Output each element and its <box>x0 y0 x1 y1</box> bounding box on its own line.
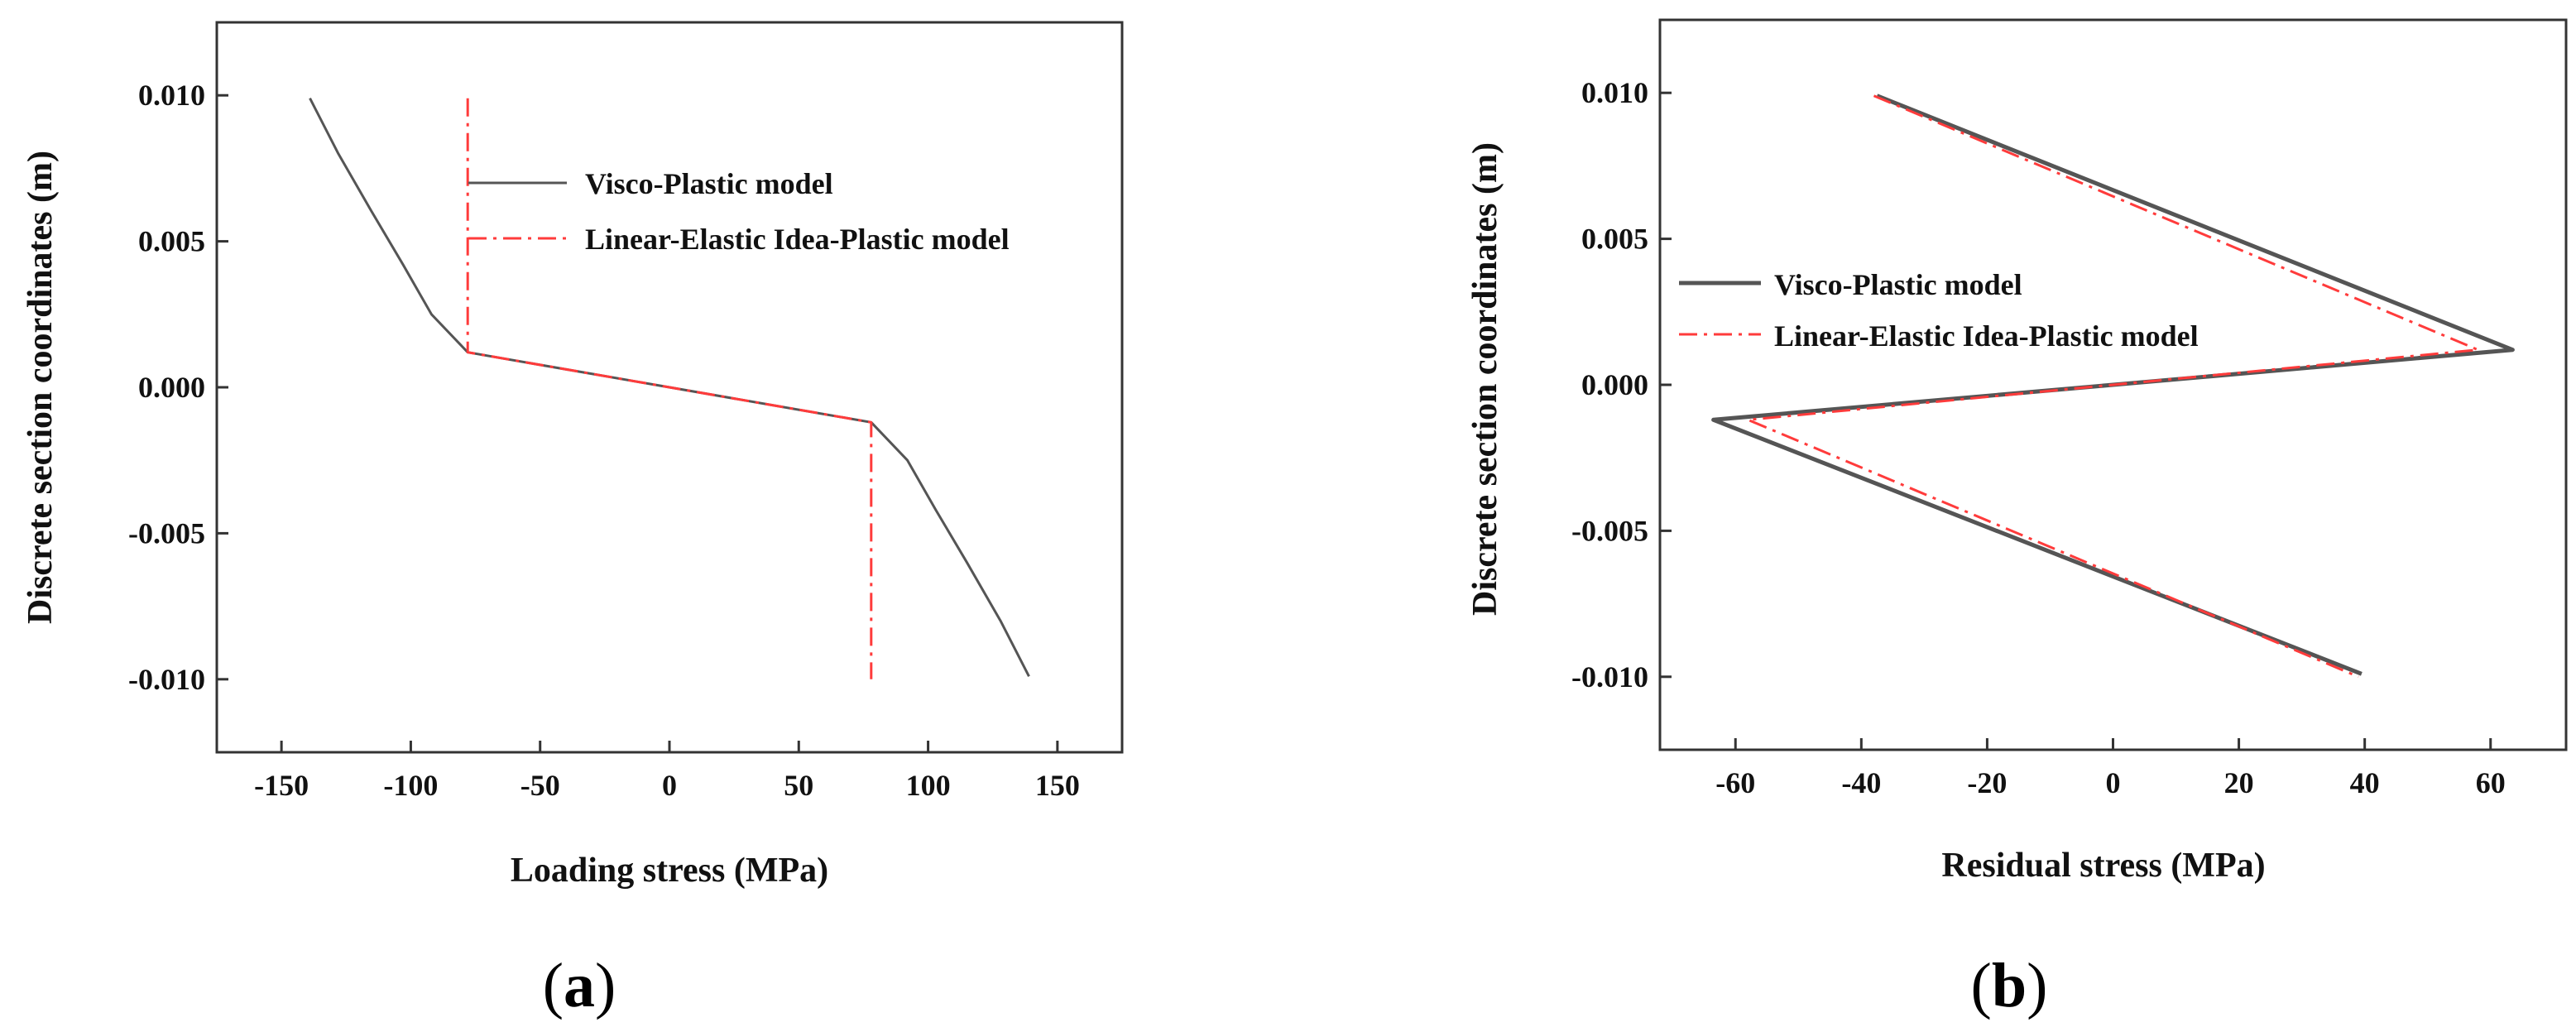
x-axis-title-a: Loading stress (MPa) <box>511 852 828 890</box>
x-tick-label-b-4: 20 <box>2224 766 2254 799</box>
series-line-a-1 <box>466 98 873 679</box>
panel-label-b: (b) <box>1971 951 2048 1020</box>
legend-b: Visco-Plastic model Linear-Elastic Idea-… <box>1679 268 2199 353</box>
x-tick-label-b-0: -60 <box>1715 766 1755 799</box>
x-tick-label-b-2: -20 <box>1967 766 2007 799</box>
x-tick-label-b-5: 40 <box>2350 766 2380 799</box>
x-tick-label-b-3: 0 <box>2106 766 2121 799</box>
x-tick-label-a-0: -150 <box>254 769 309 802</box>
legend-a: Visco-Plastic model Linear-Elastic Idea-… <box>468 167 1010 256</box>
chart-panel-b: -60 -40 -20 0 20 40 60 0.010 0.005 0.000 -0.005 -0.… <box>1466 18 2568 1020</box>
y-tick-label-a-1: 0.005 <box>138 225 205 258</box>
y-axis-title-a: Discrete section coordinates (m) <box>22 151 60 624</box>
y-tick-label-b-4: -0.010 <box>1571 660 1648 693</box>
chart-panel-a: -150 -100 -50 0 50 100 150 0.010 0.005 0.000 -0.00… <box>22 21 1124 1020</box>
marks-a: -150 -100 -50 0 50 100 150 0.010 0.005 0.000 -0.00… <box>128 79 1080 802</box>
marks-b: -60 -40 -20 0 20 40 60 0.010 0.005 0.000 -0.005 -0.… <box>1571 76 2515 799</box>
y-tick-label-a-2: 0.000 <box>138 371 205 404</box>
x-tick-label-b-6: 60 <box>2476 766 2506 799</box>
legend-a-label-0: Visco-Plastic model <box>585 167 833 200</box>
panel-label-a: (a) <box>543 951 616 1020</box>
x-tick-label-a-2: -50 <box>520 769 560 802</box>
y-tick-label-b-1: 0.005 <box>1581 223 1648 256</box>
y-tick-label-a-0: 0.010 <box>138 79 205 112</box>
legend-b-label-0: Visco-Plastic model <box>1774 268 2022 301</box>
x-tick-label-a-4: 50 <box>784 769 813 802</box>
y-tick-label-b-3: -0.005 <box>1571 514 1648 547</box>
y-tick-label-a-4: -0.010 <box>128 663 205 696</box>
y-tick-label-a-3: -0.005 <box>128 516 205 549</box>
y-tick-label-b-0: 0.010 <box>1581 76 1648 109</box>
legend-b-label-1: Linear-Elastic Idea-Plastic model <box>1774 319 2199 353</box>
series-line-b-1 <box>1747 94 2479 679</box>
y-axis-title-b: Discrete section coordinates (m) <box>1466 142 1504 616</box>
x-tick-label-a-5: 100 <box>906 769 951 802</box>
legend-a-label-1: Linear-Elastic Idea-Plastic model <box>585 223 1010 256</box>
x-tick-label-b-1: -40 <box>1841 766 1881 799</box>
y-tick-label-b-2: 0.000 <box>1581 368 1648 401</box>
x-tick-label-a-6: 150 <box>1035 769 1080 802</box>
x-axis-title-b: Residual stress (MPa) <box>1941 847 2265 885</box>
x-tick-label-a-1: -100 <box>383 769 438 802</box>
x-tick-label-a-3: 0 <box>662 769 677 802</box>
